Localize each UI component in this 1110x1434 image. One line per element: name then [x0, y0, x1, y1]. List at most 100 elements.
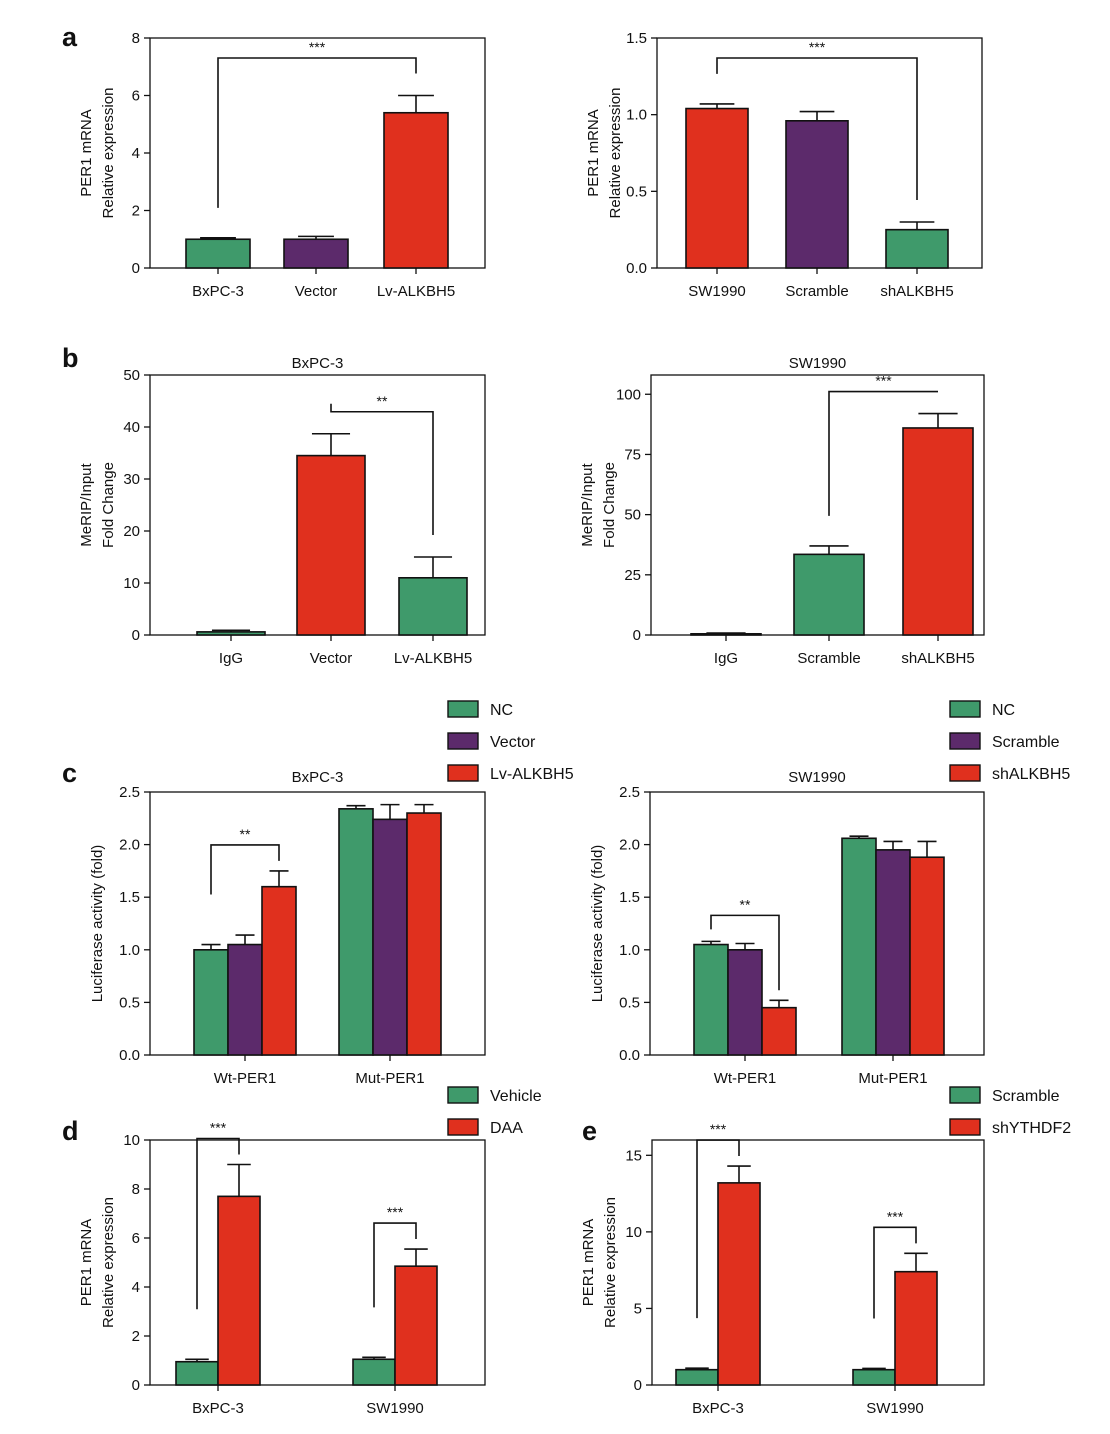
x-tick-label: shALKBH5	[901, 650, 974, 667]
bar	[793, 553, 865, 636]
y-tick-label: 1.5	[619, 889, 640, 906]
y-tick-label: 5	[634, 1300, 642, 1317]
bar	[338, 808, 374, 1056]
significance-label: **	[377, 393, 388, 409]
y-tick-label: 1.0	[619, 942, 640, 959]
x-tick-label: Vector	[310, 650, 353, 667]
bar	[894, 1270, 938, 1386]
bar	[283, 238, 349, 269]
bar	[261, 885, 297, 1056]
y-tick-label: 30	[123, 471, 140, 488]
x-tick-label: Vector	[295, 283, 338, 300]
chart-title: BxPC-3	[292, 769, 344, 786]
y-tick-label: 0.5	[619, 994, 640, 1011]
y-tick-label: 0.0	[619, 1047, 640, 1064]
significance-bracket	[828, 390, 938, 516]
y-tick-label: 0.0	[119, 1047, 140, 1064]
y-axis-label: Fold Change	[100, 462, 117, 548]
significance-bracket	[710, 914, 780, 991]
chart-title: SW1990	[789, 355, 847, 372]
significance-bracket	[217, 57, 417, 208]
bar	[675, 1368, 719, 1386]
chart-d	[144, 1086, 486, 1391]
bar	[394, 1265, 438, 1386]
bar	[761, 1006, 797, 1056]
legend-swatch	[447, 732, 479, 750]
bar	[398, 576, 468, 636]
bar	[193, 948, 229, 1056]
bar	[727, 948, 763, 1056]
y-tick-label: 2.0	[619, 837, 640, 854]
y-tick-label: 0	[132, 627, 140, 644]
significance-bracket	[873, 1226, 917, 1319]
y-tick-label: 8	[132, 30, 140, 47]
y-axis-label: Relative expression	[602, 1197, 619, 1328]
bar	[196, 631, 266, 636]
y-tick-label: 0.5	[626, 183, 647, 200]
bar	[383, 111, 449, 269]
x-tick-label: BxPC-3	[692, 1400, 744, 1417]
significance-label: ***	[210, 1120, 227, 1136]
y-tick-label: 6	[132, 1230, 140, 1247]
panel-letter: d	[62, 1116, 79, 1146]
y-axis-label: PER1 mRNA	[585, 109, 602, 197]
bar	[296, 454, 366, 636]
x-tick-label: IgG	[714, 650, 738, 667]
x-tick-label: Scramble	[785, 283, 848, 300]
y-tick-label: 0	[132, 260, 140, 277]
x-tick-label: SW1990	[866, 1400, 924, 1417]
y-axis-label: Fold Change	[601, 462, 618, 548]
bar	[693, 943, 729, 1056]
y-tick-label: 1.5	[119, 889, 140, 906]
chart-e	[646, 1086, 985, 1391]
significance-label: ***	[710, 1121, 727, 1137]
y-tick-label: 0	[132, 1377, 140, 1394]
panel-letter: e	[582, 1116, 597, 1146]
legend-swatch	[447, 1118, 479, 1136]
panel-letter: a	[62, 22, 78, 52]
y-tick-label: 20	[123, 523, 140, 540]
significance-label: ***	[887, 1208, 904, 1224]
legend-label: Scramble	[992, 1088, 1060, 1105]
plot-frame	[149, 1139, 486, 1386]
bar	[685, 107, 749, 269]
bar	[902, 427, 974, 636]
y-tick-label: 100	[616, 386, 641, 403]
bar	[909, 856, 945, 1056]
y-tick-label: 8	[132, 1181, 140, 1198]
y-axis-label: Luciferase activity (fold)	[589, 845, 606, 1003]
bar	[841, 837, 877, 1056]
legend-label: Scramble	[992, 734, 1060, 751]
legend-label: NC	[490, 702, 513, 719]
y-tick-label: 40	[123, 419, 140, 436]
y-axis-label: MeRIP/Input	[579, 462, 596, 546]
legend-swatch	[949, 1086, 981, 1104]
x-tick-label: Mut-PER1	[858, 1070, 927, 1087]
plot-frame	[651, 1139, 985, 1386]
significance-label: ***	[875, 373, 892, 389]
y-tick-label: 2.5	[119, 784, 140, 801]
y-tick-label: 0.0	[626, 260, 647, 277]
y-tick-label: 1.0	[119, 942, 140, 959]
plot-frame	[649, 791, 985, 1056]
bar	[227, 943, 263, 1056]
y-tick-label: 4	[132, 145, 140, 162]
chart-b-left	[144, 374, 486, 641]
y-axis-label: PER1 mRNA	[580, 1219, 597, 1307]
y-tick-label: 50	[624, 507, 641, 524]
legend-swatch	[949, 1118, 981, 1136]
chart-title: SW1990	[788, 769, 846, 786]
y-tick-label: 2.5	[619, 784, 640, 801]
x-tick-label: BxPC-3	[192, 1400, 244, 1417]
legend-swatch	[447, 700, 479, 718]
bar	[785, 120, 849, 269]
significance-bracket	[196, 1137, 240, 1310]
x-tick-label: Wt-PER1	[714, 1070, 777, 1087]
significance-label: **	[740, 896, 751, 912]
legend-swatch	[949, 700, 981, 718]
y-axis-label: PER1 mRNA	[78, 109, 95, 197]
x-tick-label: IgG	[219, 650, 243, 667]
y-axis-label: Relative expression	[100, 1197, 117, 1328]
x-tick-label: shALKBH5	[880, 283, 953, 300]
y-tick-label: 0.5	[119, 994, 140, 1011]
